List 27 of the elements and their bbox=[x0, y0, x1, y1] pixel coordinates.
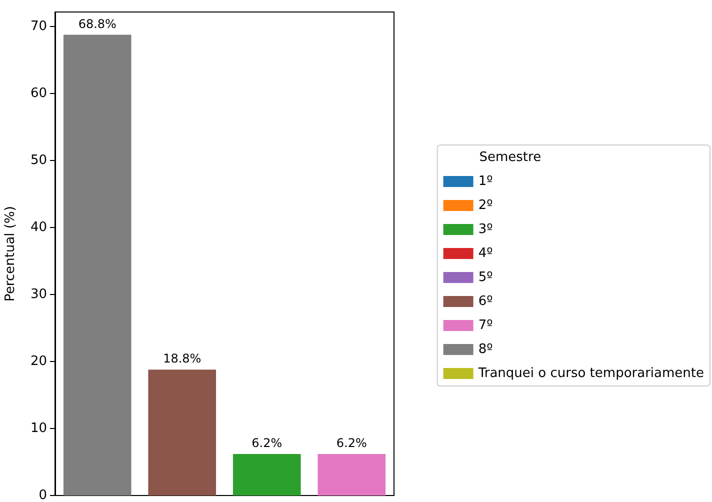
y-tick-label: 50 bbox=[30, 153, 47, 168]
legend-label: 7º bbox=[478, 318, 493, 333]
y-tick-label: 20 bbox=[30, 354, 47, 370]
bar bbox=[232, 454, 301, 496]
y-tick-label: 0 bbox=[38, 488, 47, 502]
legend-label: Tranquei o curso temporariamente bbox=[477, 366, 704, 381]
legend-label: 2º bbox=[478, 198, 493, 213]
y-tick-label: 40 bbox=[30, 220, 47, 236]
bar bbox=[63, 34, 132, 496]
bar bbox=[148, 370, 216, 496]
y-tick-label: 30 bbox=[30, 287, 47, 302]
legend-label: 3º bbox=[478, 222, 493, 237]
bar bbox=[318, 454, 386, 496]
legend-label: 6º bbox=[478, 294, 493, 309]
legend-label: 4º bbox=[478, 246, 493, 261]
legend-label: 1º bbox=[478, 174, 493, 189]
legend-title: Semestre bbox=[479, 150, 542, 165]
legend-label: 5º bbox=[478, 270, 493, 285]
y-tick-label: 10 bbox=[30, 421, 47, 436]
data-label: 6.2% bbox=[252, 436, 282, 450]
y-tick-label: 60 bbox=[30, 86, 47, 102]
y-axis-title: Percentual (%) bbox=[3, 206, 18, 302]
data-label: 68.8% bbox=[78, 16, 116, 31]
data-label: 18.8% bbox=[163, 352, 202, 366]
data-label: 6.2% bbox=[336, 436, 367, 450]
legend-label: 8º bbox=[478, 342, 493, 357]
y-tick-label: 70 bbox=[30, 19, 47, 34]
